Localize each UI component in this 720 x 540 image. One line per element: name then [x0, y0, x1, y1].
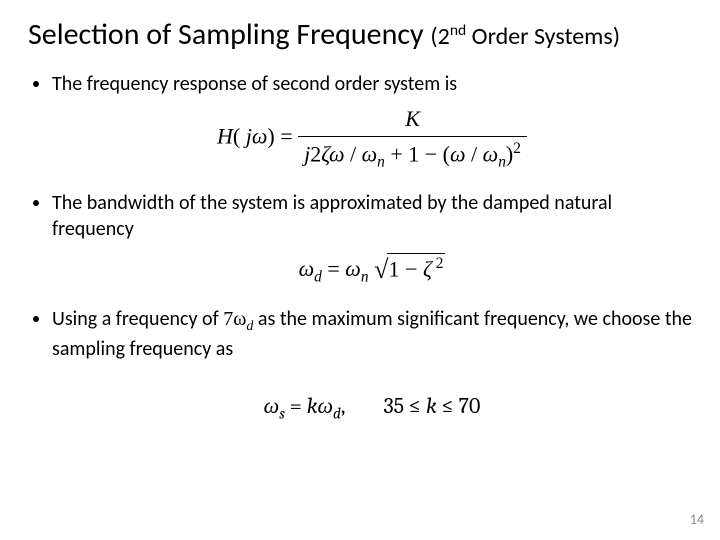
equation-3: ωs = kωd, 35 ≤ k ≤ 70	[52, 392, 692, 423]
eq1-j: j	[240, 124, 252, 149]
eq2-zeta: ζ	[423, 256, 432, 281]
bullet-1: The frequency response of second order s…	[52, 71, 692, 172]
eq1-den-wn-w: ω	[362, 141, 378, 166]
title-sub-suf: Order Systems)	[466, 22, 620, 51]
eq3-lo: 35	[384, 393, 405, 419]
eq1-den-2: 2	[310, 141, 321, 166]
title-sub-ord: nd	[450, 21, 466, 40]
eq1-den-wn2-w: ω	[483, 141, 499, 166]
eq1-den-slash2: /	[466, 141, 483, 166]
eq3-gap	[345, 393, 384, 419]
title-sub: (2nd Order Systems)	[430, 22, 620, 51]
eq1-num: K	[298, 105, 527, 137]
bullet-3: Using a frequency of 7ωd as the maximum …	[52, 306, 692, 424]
eq1-den-zeta: ζω	[321, 141, 344, 166]
eq2-wn-n: n	[361, 269, 369, 286]
eq2-wd-d: d	[314, 269, 322, 286]
slide-title: Selection of Sampling Frequency (2nd Ord…	[28, 16, 692, 53]
eq1-den-plus: + 1 − (	[385, 141, 450, 166]
eq3-le1: ≤	[404, 393, 426, 419]
eq1-H: H	[217, 124, 233, 149]
eq2-equals: =	[322, 256, 345, 281]
eq3-k: k	[307, 393, 318, 419]
title-sub-pre: (2	[430, 22, 449, 51]
eq3-equals: =	[285, 393, 307, 419]
eq1-den-sq: 2	[513, 140, 521, 157]
equation-1: H( jω) = K j2ζω / ωn + 1 − (ω / ωn)2	[52, 105, 692, 172]
title-main: Selection of Sampling Frequency	[28, 16, 430, 53]
eq1-den-wn-n: n	[377, 153, 385, 170]
eq1-close: )	[267, 124, 274, 149]
eq1-K: K	[405, 106, 420, 131]
eq3-expr: ωs = kωd, 35 ≤ k ≤ 70	[264, 393, 481, 419]
bullet-1-text: The frequency response of second order s…	[52, 72, 457, 96]
eq3-le2: ≤	[437, 393, 459, 419]
eq1-den: j2ζω / ωn + 1 − (ω / ωn)2	[298, 137, 527, 173]
eq1-fraction: K j2ζω / ωn + 1 − (ω / ωn)2	[298, 105, 527, 172]
eq2-wd-w: ω	[299, 256, 315, 281]
eq1-equals: =	[275, 124, 298, 149]
slide-container: Selection of Sampling Frequency (2nd Ord…	[0, 0, 720, 540]
eq1-omega: ω	[252, 124, 268, 149]
eq2-oneminus: 1 −	[389, 256, 423, 281]
bullet-list: The frequency response of second order s…	[28, 71, 692, 423]
bullet-2: The bandwidth of the system is approxima…	[52, 190, 692, 287]
eq2-sqrt: √1 − ζ 2	[374, 250, 445, 284]
eq3-wd-w: ω	[317, 393, 333, 419]
eq3-kk: k	[426, 393, 437, 419]
bullet-3-p1: Using a frequency of	[52, 307, 223, 331]
eq2-sq: 2	[432, 255, 444, 272]
eq1-expr: H( jω) = K j2ζω / ωn + 1 − (ω / ωn)2	[217, 105, 527, 172]
sqrt-icon: √	[374, 254, 388, 284]
eq2-sqrt-body: 1 − ζ 2	[387, 253, 446, 284]
eq2-expr: ωd = ωn √1 − ζ 2	[299, 250, 446, 287]
eq1-den-wn2-n: n	[498, 153, 506, 170]
bullet-2-text: The bandwidth of the system is approxima…	[52, 191, 612, 241]
eq2-wn-w: ω	[345, 256, 361, 281]
eq3-hi: 70	[459, 393, 481, 419]
b3-7w: 7ω	[223, 308, 246, 330]
eq1-den-w2: ω	[450, 141, 466, 166]
eq3-ws-w: ω	[264, 393, 280, 419]
bullet-3-math: 7ωd	[223, 306, 253, 336]
eq3-wd-d: d	[333, 404, 341, 422]
equation-2: ωd = ωn √1 − ζ 2	[52, 250, 692, 287]
page-number: 14	[690, 511, 704, 528]
eq1-den-slash: /	[344, 141, 361, 166]
